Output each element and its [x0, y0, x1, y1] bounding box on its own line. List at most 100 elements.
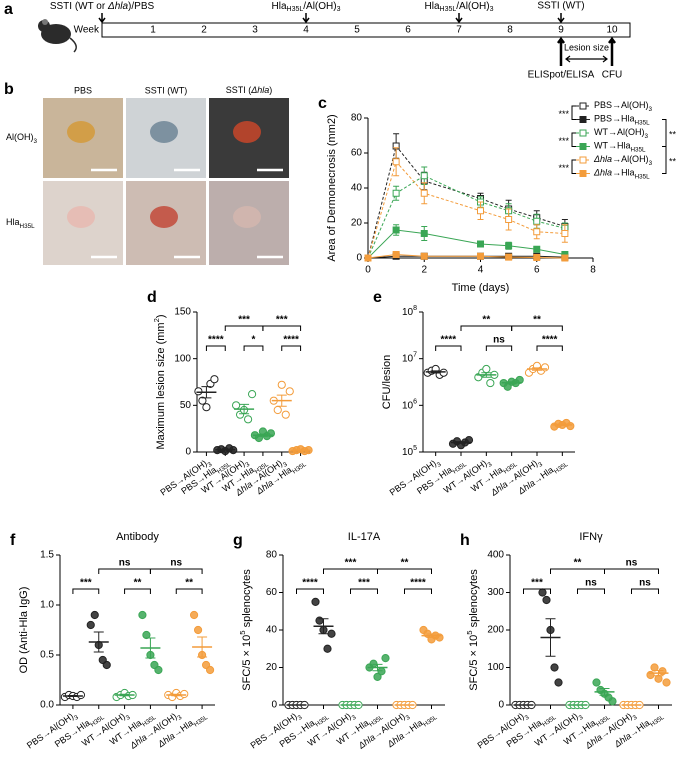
event-arrow: [302, 13, 310, 24]
comparison-bracket: [550, 568, 605, 574]
text-part: H35L: [291, 461, 308, 476]
comparison-label: ns: [626, 558, 638, 569]
readout-arrow: [608, 36, 616, 66]
text-part: 3: [176, 714, 183, 722]
sem-bar: [257, 433, 268, 437]
comparison-label: ****: [283, 335, 299, 346]
text-part: 3: [537, 461, 544, 469]
comparison-label: **: [482, 315, 490, 326]
event-arrow: [98, 13, 106, 24]
comparison-bracket: [571, 159, 576, 174]
text-part: 3: [436, 461, 443, 469]
event-label: HlaH35L/Al(OH)3: [272, 1, 341, 14]
sem-bar: [93, 631, 104, 653]
point: [323, 644, 332, 653]
text-part: 10: [402, 447, 414, 458]
comparison-label: ***: [276, 315, 288, 326]
y-tick-label: 20: [351, 218, 363, 229]
comparison-bracket: [124, 588, 151, 594]
panel-label: d: [147, 289, 157, 306]
text-part: H35L: [635, 174, 651, 181]
comparison-label: ***: [345, 558, 357, 569]
point: [202, 403, 211, 412]
sem-bar: [197, 636, 208, 658]
comparison-label: ***: [531, 578, 543, 589]
comparison-bracket: [631, 588, 659, 594]
point: [281, 410, 290, 419]
comparison-bracket: [350, 588, 378, 594]
text-part: 3: [490, 6, 494, 13]
text-part: 5: [238, 630, 247, 634]
lesion-size-label: Lesion size: [564, 42, 609, 52]
y-axis-label: Area of Dermonecrosis (mm2): [326, 114, 338, 261]
sem-bar: [506, 381, 517, 385]
point: [381, 654, 390, 663]
comparison-bracket: [485, 345, 513, 351]
point: [505, 216, 513, 223]
lesion: [233, 206, 261, 228]
text-part: Δhla: [593, 154, 612, 164]
point: [550, 663, 559, 672]
text-part: H35L: [553, 461, 570, 476]
comparison-bracket: [377, 568, 432, 574]
text-part: 5: [413, 445, 417, 452]
readout-label: ELISpot/ELISA: [528, 70, 595, 81]
sem-bar: [545, 618, 556, 657]
photo-row-label: Al(OH)3: [6, 132, 38, 145]
point: [311, 597, 320, 606]
sem-bar: [119, 693, 130, 697]
comparison-label: ns: [493, 335, 505, 346]
comparison-label: ***: [238, 315, 250, 326]
text-part: Hla: [272, 1, 287, 12]
panel-label: a: [4, 1, 13, 18]
point: [566, 421, 575, 431]
week-number: 10: [606, 25, 618, 36]
comparison-bracket: [604, 568, 659, 574]
y-tick-label: 105: [402, 445, 417, 457]
comparison-label: ***: [558, 109, 569, 119]
point: [542, 595, 551, 605]
comparison-bracket: [662, 146, 667, 174]
legend-marker: [579, 116, 587, 123]
point: [142, 630, 151, 640]
legend-label: PBS→HlaH35L: [594, 114, 650, 127]
comparison-label: **: [401, 558, 409, 569]
text-part: 6: [413, 399, 417, 406]
text-part: /Al(OH): [303, 1, 336, 12]
comparison-label: ****: [542, 335, 558, 346]
x-axis-label: Time (days): [452, 282, 510, 294]
y-tick-label: 107: [402, 352, 417, 364]
comparison-label: ***: [558, 163, 569, 173]
y-tick-label: 40: [351, 183, 363, 194]
point: [90, 610, 99, 620]
text-part: 10: [402, 400, 414, 411]
week-number: 5: [354, 25, 360, 36]
point: [273, 405, 282, 415]
week-number: 1: [150, 25, 156, 36]
comparison-bracket: [404, 588, 432, 594]
comparison-label: **: [134, 578, 142, 589]
comparison-label: **: [533, 315, 541, 326]
text-part: Maximum lesion size (mm: [155, 322, 167, 449]
comparison-bracket: [511, 325, 563, 331]
text-part: 3: [632, 714, 639, 722]
text-part: 3: [649, 106, 653, 113]
point: [369, 659, 378, 668]
comparison-label: ***: [358, 578, 370, 589]
text-part: SSTI (WT or: [50, 1, 108, 12]
comparison-label: ns: [639, 578, 651, 589]
point: [76, 690, 86, 700]
text-part: 3: [649, 160, 653, 167]
point: [662, 678, 671, 687]
text-part: SFC/5 × 10: [468, 635, 480, 691]
comparison-label: ns: [585, 578, 597, 589]
point: [210, 375, 219, 384]
lesion: [67, 121, 95, 143]
point: [608, 697, 617, 706]
point: [189, 610, 199, 620]
comparison-label: ***: [558, 136, 569, 146]
point: [193, 625, 203, 635]
text-part: H35L: [649, 714, 666, 729]
point: [505, 253, 513, 261]
